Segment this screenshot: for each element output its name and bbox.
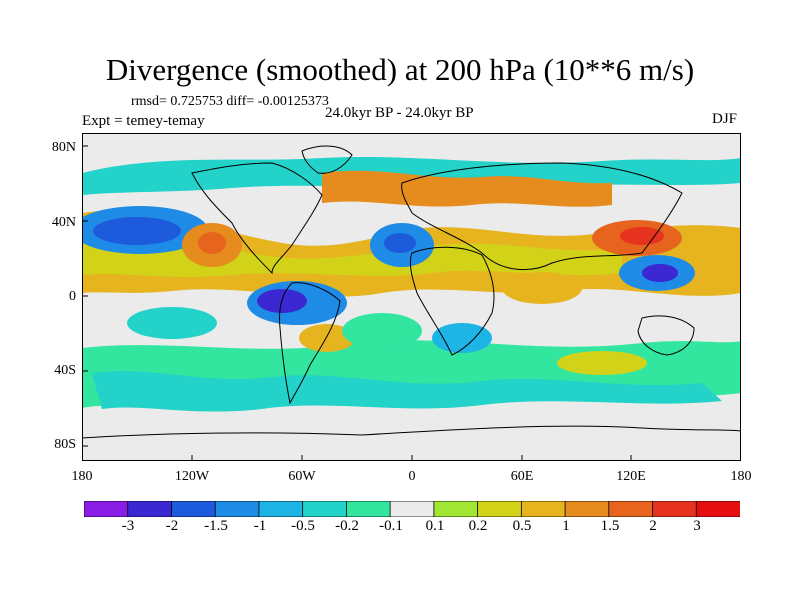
colorbar-swatch: [695, 501, 740, 517]
colorbar-swatch: [564, 501, 610, 517]
colorbar: [84, 501, 740, 517]
lon-tick-60e: 60E: [510, 469, 534, 484]
cbar-tick-label: -1.5: [204, 518, 228, 534]
colorbar-swatch: [84, 501, 129, 517]
lon-tick-60w: 60W: [288, 469, 316, 484]
colorbar-swatch: [302, 501, 348, 517]
lat-tick-40s: 40S: [54, 363, 76, 378]
colorbar-swatch: [127, 501, 173, 517]
coastlines: [82, 145, 741, 439]
colorbar-swatch: [433, 501, 479, 517]
cbar-tick-label: 1: [562, 518, 570, 534]
cbar-tick-label: -2: [165, 518, 179, 534]
colorbar-swatch: [477, 501, 523, 517]
cbar-tick-label: 1.5: [600, 518, 620, 534]
cbar-tick-label: -0.1: [379, 518, 403, 534]
lat-tick-0: 0: [69, 289, 76, 304]
north-america-coast: [191, 162, 323, 275]
cbar-tick-label: 2: [649, 518, 657, 534]
africa-coast: [409, 246, 495, 356]
orange-subtropics: [322, 170, 612, 207]
lon-tick-180e: 180: [730, 469, 752, 484]
eurasia-coast: [401, 162, 683, 271]
antarctica-coast: [82, 425, 741, 439]
colorbar-swatch: [214, 501, 260, 517]
lat-tick-80n: 80N: [51, 140, 76, 155]
cbar-tick-label: -3: [121, 518, 135, 534]
lon-tick-180w: 180: [71, 469, 93, 484]
colorbar-swatch: [652, 501, 698, 517]
cbar-tick-label: 0.2: [468, 518, 488, 534]
c-pacific-positive-inner: [198, 232, 226, 254]
colorbar-swatch: [171, 501, 217, 517]
s-america-positive: [299, 324, 355, 352]
cbar-tick-label: 0.1: [425, 518, 445, 534]
n-atlantic-core: [384, 233, 416, 253]
cbar-tick-label: -1: [253, 518, 267, 534]
colorbar-swatch: [258, 501, 304, 517]
cbar-tick-label: -0.5: [291, 518, 315, 534]
lat-tick-80s: 80S: [54, 437, 76, 452]
axis-ticks: [82, 145, 632, 461]
cyan-band-south: [92, 371, 722, 412]
south-america-coast: [279, 282, 341, 405]
austral-yellow: [557, 351, 647, 375]
colorbar-swatch: [520, 501, 566, 517]
lon-tick-120w: 120W: [174, 469, 210, 484]
s-pacific-cyan: [127, 307, 217, 339]
cbar-tick-label: -0.2: [335, 518, 359, 534]
australia-coast: [637, 315, 695, 356]
lat-tick-40n: 40N: [51, 215, 76, 230]
japan-positive-inner: [620, 227, 664, 245]
maritime-blue-inner: [642, 264, 678, 282]
season-label: DJF: [712, 111, 738, 127]
n-pacific-blue-inner: [93, 217, 181, 245]
indian-ocean-positive: [502, 272, 582, 304]
colorbar-swatch: [345, 501, 392, 517]
colorbar-swatch: [389, 501, 435, 517]
experiment-label: Expt = temey-temay: [82, 113, 205, 129]
greenland-coast: [301, 145, 353, 174]
plot-title: Divergence (smoothed) at 200 hPa (10**6 …: [105, 52, 695, 87]
colorbar-swatch: [608, 501, 654, 517]
cbar-tick-label: 0.5: [512, 518, 532, 534]
lon-tick-0: 0: [408, 469, 416, 484]
stats-label: rmsd= 0.725753 diff= -0.00125373: [131, 94, 329, 109]
cbar-tick-label: 3: [693, 518, 701, 534]
e-pacific-green: [342, 313, 422, 349]
lon-tick-120e: 120E: [616, 469, 646, 484]
divergence-map: [82, 133, 741, 461]
period-label: 24.0kyr BP - 24.0kyr BP: [325, 105, 474, 121]
